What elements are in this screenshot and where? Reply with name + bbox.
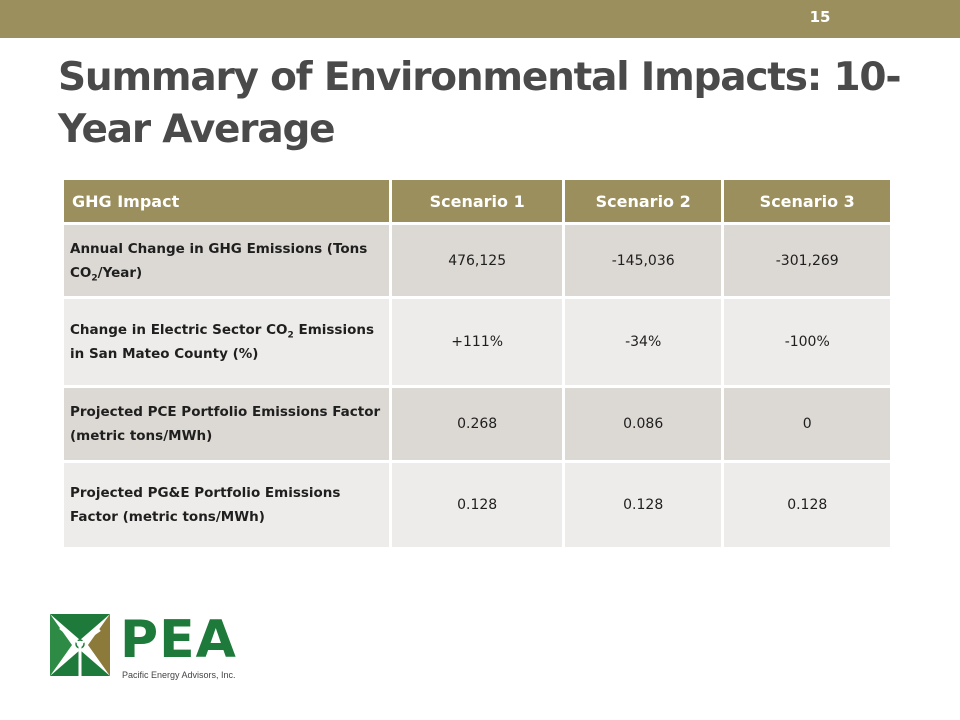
- table-cell: -145,036: [564, 225, 722, 296]
- row-label: Projected PG&E Portfolio Emissions Facto…: [64, 463, 390, 547]
- header-scenario-1: Scenario 1: [392, 180, 562, 222]
- table-cell: 0.128: [392, 463, 562, 547]
- table-row: Annual Change in GHG Emissions (Tons CO2…: [64, 225, 890, 296]
- table-cell: -100%: [724, 299, 890, 385]
- row-label-text: Annual Change in GHG Emissions (Tons CO: [70, 240, 368, 281]
- row-label-text: Projected PG&E Portfolio Emissions Facto…: [70, 485, 341, 525]
- table-row: Change in Electric Sector CO2 Emissions …: [64, 299, 890, 385]
- row-label-text: Projected PCE Portfolio Emissions Factor…: [70, 404, 381, 444]
- top-bar: [0, 0, 960, 38]
- logo-tagline: Pacific Energy Advisors, Inc.: [122, 670, 236, 680]
- row-label: Change in Electric Sector CO2 Emissions …: [64, 299, 390, 385]
- table-cell: 476,125: [392, 225, 562, 296]
- table-cell: -34%: [564, 299, 722, 385]
- table-cell: 0.128: [724, 463, 890, 547]
- row-label-text: Change in Electric Sector CO: [70, 322, 288, 338]
- slide-number: 15: [809, 8, 831, 26]
- header-scenario-2: Scenario 2: [564, 180, 722, 222]
- row-label-subscript: 2: [287, 330, 294, 341]
- logo-wordmark: PEA: [120, 610, 237, 670]
- table-cell: 0.268: [392, 388, 562, 460]
- row-label-text-end: /Year): [97, 264, 143, 281]
- table-cell: +111%: [392, 299, 562, 385]
- wind-turbine-icon: [50, 614, 110, 676]
- header-ghg-impact: GHG Impact: [64, 180, 390, 222]
- table-cell: 0: [724, 388, 890, 460]
- table-row: Projected PCE Portfolio Emissions Factor…: [64, 388, 890, 460]
- row-label-subscript: 2: [91, 273, 98, 284]
- ghg-impact-table: GHG Impact Scenario 1 Scenario 2 Scenari…: [61, 177, 893, 550]
- table-header-row: GHG Impact Scenario 1 Scenario 2 Scenari…: [64, 180, 890, 222]
- slide-title: Summary of Environmental Impacts: 10-Yea…: [58, 55, 902, 152]
- row-label: Projected PCE Portfolio Emissions Factor…: [64, 388, 390, 460]
- row-label: Annual Change in GHG Emissions (Tons CO2…: [64, 225, 390, 296]
- table-row: Projected PG&E Portfolio Emissions Facto…: [64, 463, 890, 547]
- row-label-text-end: Emissions in San Mateo County (%): [70, 322, 375, 362]
- table-cell: 0.086: [564, 388, 722, 460]
- header-scenario-3: Scenario 3: [724, 180, 890, 222]
- table-cell: 0.128: [564, 463, 722, 547]
- table-cell: -301,269: [724, 225, 890, 296]
